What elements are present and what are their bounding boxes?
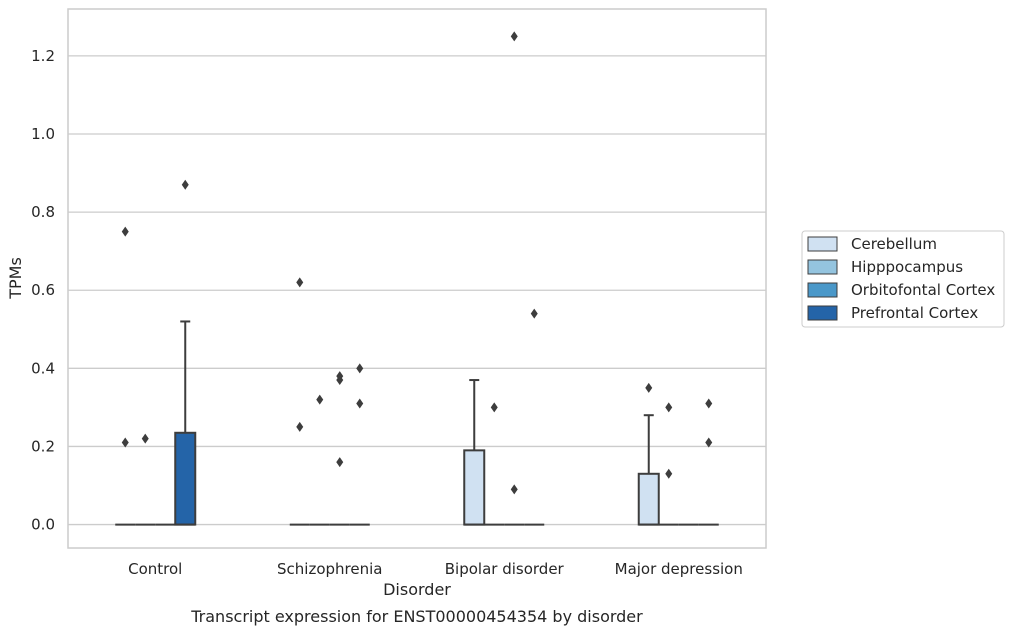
box-body <box>174 431 197 526</box>
y-tick-label: 0.2 <box>31 437 55 455</box>
box-cerebellum <box>637 382 660 526</box>
outlier-point <box>530 308 538 319</box>
box-hipppocampus <box>484 402 505 526</box>
x-axis-label: Disorder <box>383 580 451 599</box>
chart-title: Transcript expression for ENST0000045435… <box>190 607 643 626</box>
legend-swatch <box>807 282 838 298</box>
box-hipppocampus <box>658 402 679 526</box>
y-tick-label: 0.8 <box>31 203 55 221</box>
legend-swatch <box>807 305 838 321</box>
box-prefrontal-cortex <box>349 363 370 526</box>
outlier-point <box>316 394 324 405</box>
legend-label: Hipppocampus <box>851 258 963 276</box>
boxes-layer <box>115 31 719 526</box>
box-prefrontal-cortex <box>174 179 197 526</box>
legend-swatch <box>807 236 838 252</box>
legend-label: Orbitofontal Cortex <box>851 281 995 299</box>
outlier-point <box>141 433 149 444</box>
outlier-point <box>336 371 344 382</box>
legend: Cerebellum Hipppocampus Orbitofontal Corte… <box>801 230 1005 328</box>
box-orbitofontal-cortex <box>329 371 350 526</box>
plot-frame <box>67 8 767 549</box>
y-tick-label: 1.0 <box>31 125 55 143</box>
outlier-point <box>510 31 518 42</box>
outlier-point <box>665 468 673 479</box>
outlier-point <box>705 398 713 409</box>
outlier-point <box>121 226 129 237</box>
x-tick-label: Bipolar disorder <box>445 560 565 578</box>
outlier-point <box>121 437 129 448</box>
outlier-point <box>490 402 498 413</box>
outlier-point <box>356 398 364 409</box>
y-tick-label: 0.6 <box>31 281 55 299</box>
y-tick-label: 0.0 <box>31 516 55 534</box>
outlier-point <box>336 457 344 468</box>
plot-background <box>68 9 766 548</box>
x-tick-labels: Control Schizophrenia Bipolar disorder Majo… <box>128 560 743 578</box>
outlier-point <box>645 382 653 393</box>
legend-swatch <box>807 259 838 275</box>
box-prefrontal-cortex <box>698 398 719 526</box>
legend-label: Cerebellum <box>851 235 937 253</box>
outlier-point <box>705 437 713 448</box>
x-tick-label: Major depression <box>615 560 743 578</box>
y-tick-labels: 0.0 0.2 0.4 0.6 0.8 1.0 1.2 <box>31 47 55 534</box>
box-hipppocampus <box>309 394 330 526</box>
legend-label: Prefrontal Cortex <box>851 304 978 322</box>
box-hipppocampus <box>135 433 156 526</box>
box-prefrontal-cortex <box>524 308 545 526</box>
y-axis-label: TPMs <box>6 257 25 300</box>
box-orbitofontal-cortex <box>504 31 525 526</box>
outlier-point <box>181 179 189 190</box>
outlier-point <box>356 363 364 374</box>
outlier-point <box>665 402 673 413</box>
y-tick-label: 1.2 <box>31 47 55 65</box>
outlier-point <box>296 421 304 432</box>
x-tick-label: Control <box>128 560 182 578</box>
x-tick-label: Schizophrenia <box>277 560 382 578</box>
outlier-point <box>296 277 304 288</box>
box-cerebellum <box>115 226 136 526</box>
box-cerebellum <box>463 379 486 526</box>
outlier-point <box>510 484 518 495</box>
y-tick-label: 0.4 <box>31 359 55 377</box>
box-body <box>637 472 660 526</box>
legend-frame <box>801 230 1005 328</box>
box-cerebellum <box>289 277 310 526</box>
box-body <box>463 449 486 526</box>
